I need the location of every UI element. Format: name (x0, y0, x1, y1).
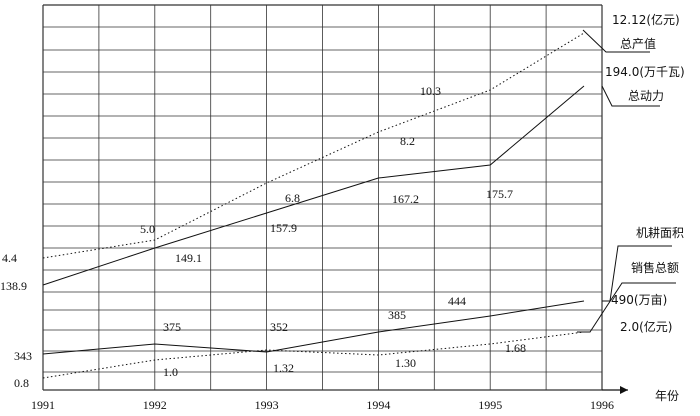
series-3-data-label: 1.68 (505, 341, 526, 355)
series-0-data-label: 8.2 (400, 134, 415, 148)
data-labels: 4.4 5.0 6.8 8.2 10.3 138.9 149.1 157.9 167.2 175.… (0, 84, 526, 390)
x-tick-label: 1993 (255, 398, 279, 412)
x-tick-label: 1995 (478, 398, 502, 412)
series-legend: 12.12(亿元) 总产值 194.0(万千瓦) 总动力 490(万亩) 机耕面积 2.0(… (577, 12, 685, 334)
series-2-data-label: 385 (388, 308, 406, 322)
series-2-legend-name: 机耕面积 (636, 225, 684, 240)
series-3-end-value-label: 2.0(亿元) (620, 319, 672, 334)
series-1-data-label: 149.1 (175, 251, 202, 265)
series-2-end-value-label: 490(万亩) (611, 292, 667, 307)
x-axis: 1991 1992 1993 1994 1995 1996 年份 (31, 386, 679, 412)
x-tick-label: 1996 (590, 398, 614, 412)
x-tick-label: 1992 (143, 398, 167, 412)
series-0-data-label: 5.0 (140, 222, 155, 236)
x-tick-label: 1994 (366, 398, 390, 412)
series-3-legend-name: 销售总额 (631, 260, 679, 275)
series-1-data-label: 157.9 (270, 221, 297, 235)
series-1-line (42, 85, 585, 286)
series-0-legend-leader (582, 29, 650, 53)
series-3-data-label: 1.30 (395, 356, 416, 370)
series-2-legend-leader (602, 245, 672, 302)
series-3-data-label: 0.8 (14, 376, 29, 390)
x-tick-label: 1991 (31, 398, 55, 412)
x-axis-arrow-icon (620, 386, 628, 394)
series-3-data-label: 1.32 (273, 361, 294, 375)
series-2-data-label: 375 (163, 320, 181, 334)
series-2-data-label: 343 (14, 349, 32, 363)
series-1-legend-name: 总动力 (628, 89, 664, 103)
series-0-data-label: 6.8 (285, 191, 300, 205)
series-0-data-label: 10.3 (420, 84, 441, 98)
series-1-data-label: 175.7 (486, 187, 513, 201)
series-1-data-label: 138.9 (0, 279, 27, 293)
series-0-data-label: 4.4 (2, 251, 17, 265)
series-1-data-label: 167.2 (392, 192, 419, 206)
series-1-legend-leader (601, 85, 660, 107)
series-lines (42, 32, 585, 379)
series-3-line (42, 331, 585, 379)
series-0-legend-name: 总产值 (620, 36, 656, 51)
x-axis-title: 年份 (655, 389, 679, 403)
series-0-line (42, 32, 585, 259)
series-2-data-label: 444 (448, 294, 466, 308)
series-2-line (42, 300, 585, 355)
series-1-end-value-label: 194.0(万千瓦) (605, 65, 685, 79)
series-3-data-label: 1.0 (163, 365, 178, 379)
series-3-legend-leader (577, 282, 676, 333)
series-2-data-label: 352 (270, 320, 288, 334)
series-0-end-value-label: 12.12(亿元) (612, 12, 680, 27)
grid (42, 4, 603, 391)
